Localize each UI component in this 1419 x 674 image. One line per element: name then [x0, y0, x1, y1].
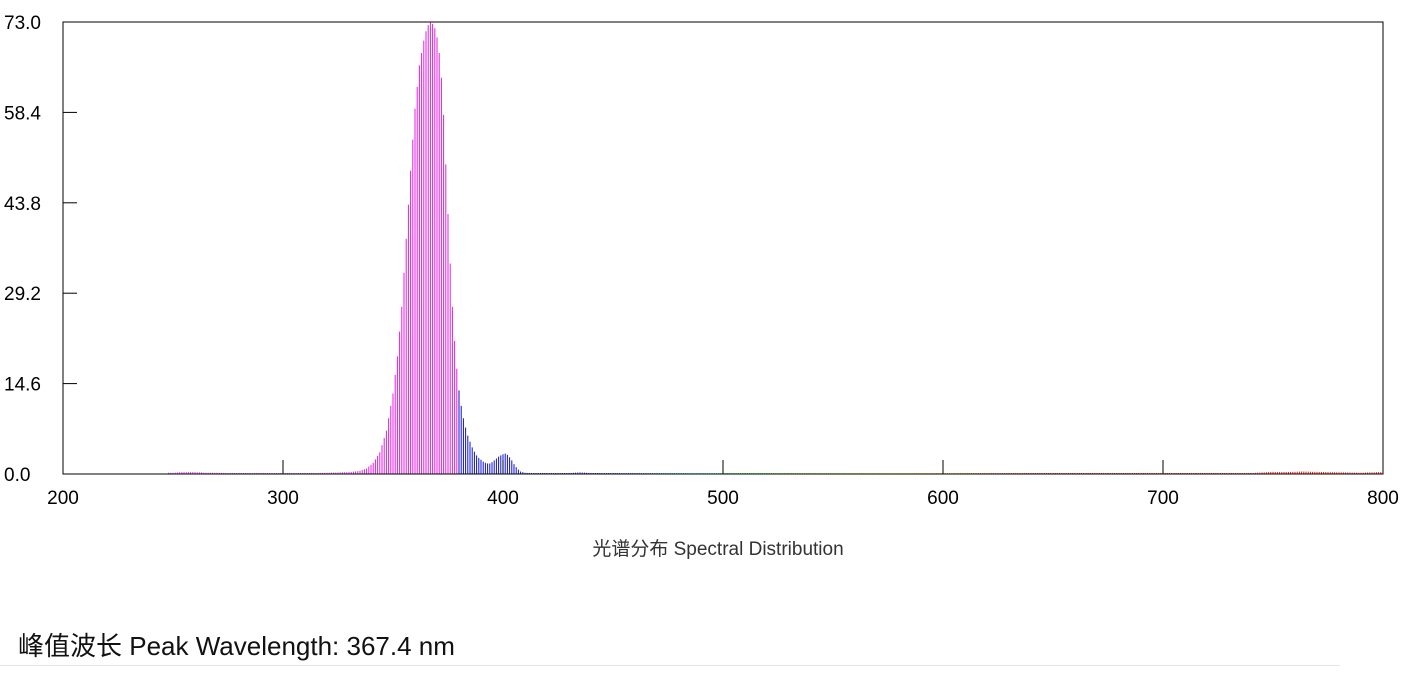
y-tick-label: 43.8	[4, 194, 41, 215]
x-tick-label: 300	[267, 488, 299, 509]
bars-layer	[168, 22, 1384, 474]
x-tick-label: 700	[1147, 488, 1179, 509]
peak-divider	[0, 665, 1340, 666]
y-tick-label: 0.0	[4, 465, 30, 486]
y-tick-label: 73.0	[4, 13, 41, 34]
y-tick-label: 58.4	[4, 103, 41, 124]
x-tick-label: 600	[927, 488, 959, 509]
y-tick-label: 29.2	[4, 284, 41, 305]
x-tick-label: 500	[707, 488, 739, 509]
plot-frame	[62, 21, 1384, 475]
y-tick-label: 14.6	[4, 375, 41, 396]
x-tick-label: 800	[1367, 488, 1399, 509]
x-tick-label: 200	[47, 488, 79, 509]
x-axis-label: 光谱分布 Spectral Distribution	[592, 538, 843, 560]
x-tick-label: 400	[487, 488, 519, 509]
ticks-layer: 200 300 400 500 600 700 800 0.0 14.6 29.2 43.8 58.4…	[4, 13, 1399, 509]
peak-wavelength-text: 峰值波长 Peak Wavelength: 367.4 nm	[18, 631, 455, 661]
axes-layer	[62, 21, 1384, 475]
